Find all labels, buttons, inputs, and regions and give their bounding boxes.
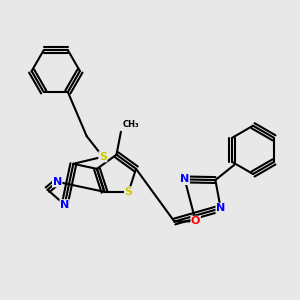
Text: S: S xyxy=(99,152,107,162)
Text: S: S xyxy=(124,187,133,197)
Text: N: N xyxy=(60,200,69,210)
Text: CH₃: CH₃ xyxy=(122,120,139,129)
Text: N: N xyxy=(216,203,225,213)
Text: N: N xyxy=(52,177,62,187)
Text: O: O xyxy=(191,216,200,226)
Text: N: N xyxy=(180,174,189,184)
